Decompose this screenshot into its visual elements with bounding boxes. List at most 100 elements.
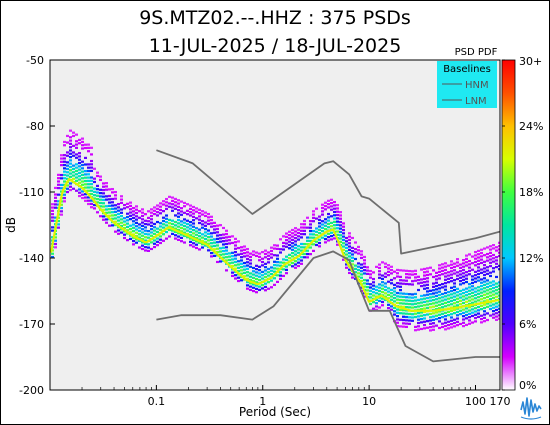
- pdf-cell: [198, 221, 201, 225]
- pdf-cell: [333, 224, 336, 227]
- pdf-cell: [450, 289, 453, 293]
- pdf-cell: [252, 289, 255, 293]
- mode-curve: [50, 177, 500, 312]
- pdf-cell: [216, 247, 219, 250]
- pdf-cell: [210, 235, 213, 238]
- pdf-cell: [177, 228, 180, 232]
- pdf-cell: [387, 274, 390, 277]
- pdf-cell: [312, 216, 315, 220]
- pdf-cell: [492, 296, 495, 300]
- pdf-cell: [426, 326, 429, 329]
- pdf-cell: [66, 151, 69, 154]
- pdf-cell: [471, 262, 474, 265]
- pdf-cell: [177, 215, 180, 218]
- pdf-cell: [72, 187, 75, 190]
- pdf-cell: [297, 245, 300, 248]
- pdf-cell: [342, 222, 345, 225]
- pdf-cell: [132, 210, 135, 213]
- pdf-cell: [51, 252, 54, 255]
- pdf-cell: [378, 286, 381, 289]
- pdf-cell: [375, 302, 378, 305]
- pdf-cell: [174, 230, 177, 234]
- pdf-cell: [303, 229, 306, 232]
- pdf-cell: [69, 175, 72, 178]
- pdf-cell: [483, 283, 486, 286]
- pdf-cell: [231, 235, 234, 238]
- pdf-cell: [423, 284, 426, 287]
- pdf-cell: [333, 214, 336, 217]
- pdf-cell: [165, 237, 168, 240]
- pdf-cell: [198, 208, 201, 211]
- pdf-cell: [93, 203, 96, 207]
- pdf-cell: [249, 255, 252, 259]
- pdf-cell: [498, 294, 500, 297]
- x-tick-label: 1: [259, 395, 266, 408]
- pdf-cell: [174, 220, 177, 224]
- pdf-cell: [441, 325, 444, 329]
- pdf-cell: [84, 186, 87, 189]
- pdf-cell: [111, 197, 114, 201]
- y-tick-label: -50: [26, 54, 44, 67]
- pdf-cell: [474, 313, 477, 316]
- pdf-cell: [306, 236, 309, 239]
- pdf-cell: [354, 248, 357, 251]
- pdf-cell: [51, 209, 54, 212]
- pdf-cell: [135, 215, 138, 218]
- pdf-cell: [69, 146, 72, 149]
- pdf-cell: [414, 279, 417, 282]
- pdf-cell: [489, 294, 492, 297]
- pdf-cell: [441, 273, 444, 276]
- pdf-cell: [420, 308, 423, 311]
- pdf-cell: [303, 252, 306, 256]
- pdf-cell: [237, 240, 240, 243]
- pdf-cell: [441, 269, 444, 273]
- pdf-cell: [468, 259, 471, 263]
- pdf-cell: [282, 248, 285, 251]
- pdf-cell: [144, 239, 147, 242]
- pdf-cell: [84, 163, 87, 166]
- pdf-cell: [195, 217, 198, 220]
- pdf-cell: [186, 203, 189, 206]
- pdf-cell: [198, 228, 201, 231]
- pdf-cell: [195, 243, 198, 246]
- pdf-cell: [480, 251, 483, 255]
- pdf-cell: [174, 201, 177, 204]
- pdf-cell: [429, 296, 432, 299]
- pdf-cell: [360, 250, 363, 253]
- pdf-cell: [396, 295, 399, 298]
- pdf-cell: [66, 161, 69, 164]
- pdf-cell: [480, 284, 483, 288]
- pdf-cell: [78, 142, 81, 145]
- pdf-cell: [423, 297, 426, 300]
- pdf-cell: [429, 273, 432, 276]
- pdf-cell: [483, 316, 486, 319]
- pdf-cell: [105, 198, 108, 201]
- pdf-cell: [327, 232, 330, 235]
- pdf-cell: [60, 157, 63, 160]
- pdf-cell: [171, 209, 174, 212]
- pdf-cell: [216, 244, 219, 247]
- pdf-cell: [129, 218, 132, 221]
- pdf-cell: [81, 137, 84, 140]
- pdf-cell: [285, 242, 288, 245]
- pdf-cell: [69, 149, 72, 152]
- pdf-cell: [474, 250, 477, 254]
- pdf-cell: [411, 270, 414, 273]
- pdf-cell: [207, 212, 210, 216]
- pdf-cell: [468, 253, 471, 256]
- pdf-cell: [414, 276, 417, 279]
- pdf-cell: [390, 288, 393, 291]
- pdf-cell: [396, 272, 399, 275]
- pdf-cell: [225, 246, 228, 249]
- pdf-cell: [342, 228, 345, 232]
- pdf-cell: [153, 206, 156, 209]
- pdf-cell: [162, 203, 165, 206]
- pdf-cell: [216, 231, 219, 234]
- pdf-cell: [60, 190, 63, 193]
- pdf-cell: [252, 283, 255, 286]
- pdf-cell: [423, 274, 426, 277]
- pdf-cell: [258, 278, 261, 282]
- pdf-cell: [78, 191, 81, 194]
- pdf-cell: [468, 302, 471, 306]
